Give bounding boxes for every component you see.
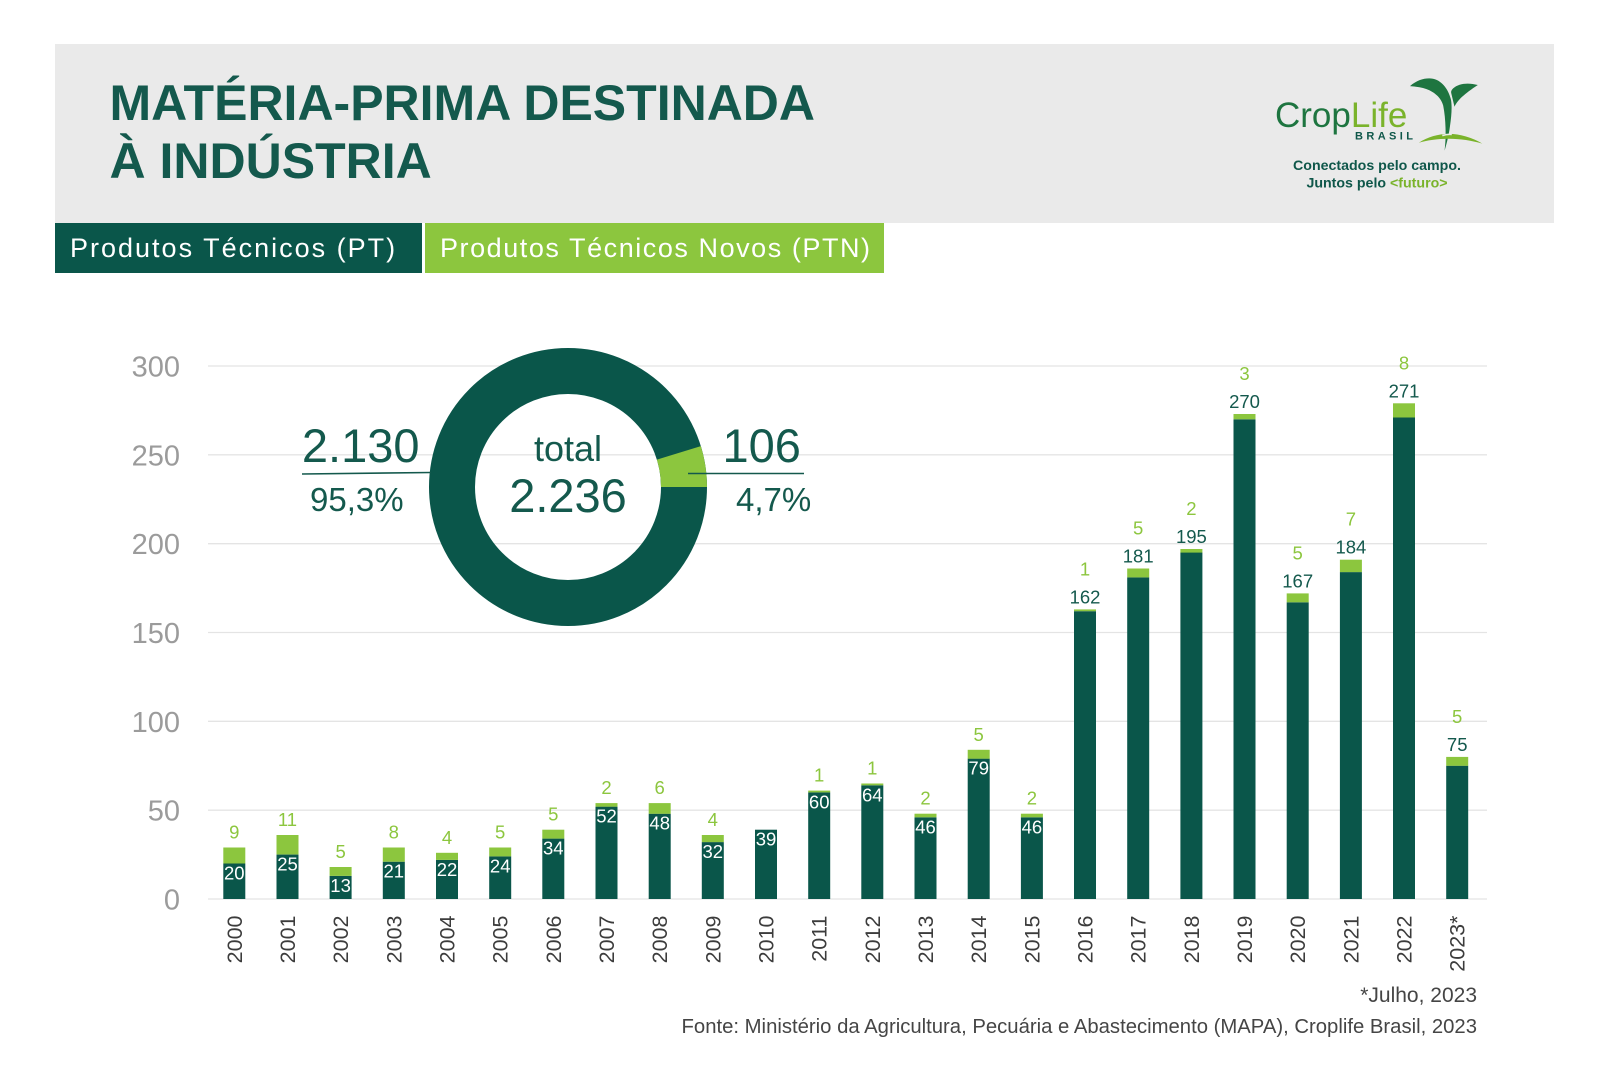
svg-text:0: 0 — [164, 885, 180, 917]
svg-text:2000: 2000 — [223, 915, 247, 963]
svg-text:2: 2 — [1186, 498, 1196, 519]
svg-text:5: 5 — [1293, 542, 1303, 563]
svg-text:2019: 2019 — [1233, 916, 1257, 964]
svg-text:11: 11 — [278, 809, 297, 830]
svg-text:2013: 2013 — [914, 915, 938, 963]
svg-text:106: 106 — [723, 419, 801, 472]
svg-text:2018: 2018 — [1180, 915, 1204, 963]
svg-text:2.236: 2.236 — [509, 469, 627, 522]
svg-text:181: 181 — [1123, 546, 1154, 567]
svg-text:5: 5 — [495, 822, 505, 843]
svg-text:3: 3 — [1239, 363, 1249, 384]
svg-text:48: 48 — [649, 813, 670, 834]
svg-text:2021: 2021 — [1339, 916, 1363, 964]
svg-text:CropLife: CropLife — [1275, 96, 1407, 135]
svg-text:2005: 2005 — [489, 915, 513, 963]
svg-text:2011: 2011 — [808, 916, 832, 962]
svg-text:5: 5 — [974, 724, 984, 745]
svg-text:4: 4 — [442, 827, 452, 848]
svg-text:46: 46 — [1022, 816, 1043, 837]
svg-text:2009: 2009 — [701, 916, 725, 964]
svg-text:2: 2 — [920, 788, 930, 809]
svg-text:300: 300 — [132, 352, 180, 384]
svg-text:5: 5 — [1452, 706, 1462, 727]
svg-text:2006: 2006 — [542, 915, 566, 963]
svg-text:2017: 2017 — [1127, 916, 1151, 964]
svg-text:24: 24 — [490, 855, 511, 876]
svg-text:13: 13 — [330, 875, 351, 896]
svg-text:271: 271 — [1389, 380, 1420, 401]
svg-text:2016: 2016 — [1074, 915, 1098, 963]
svg-text:195: 195 — [1176, 526, 1207, 547]
svg-text:MATÉRIA-PRIMA DESTINADA: MATÉRIA-PRIMA DESTINADA — [110, 75, 816, 131]
svg-text:7: 7 — [1346, 509, 1356, 530]
svg-text:1: 1 — [867, 758, 877, 779]
svg-text:2010: 2010 — [755, 915, 779, 963]
svg-text:total: total — [534, 428, 602, 469]
svg-text:2001: 2001 — [276, 916, 300, 964]
svg-text:9: 9 — [229, 822, 239, 843]
svg-text:20: 20 — [224, 863, 245, 884]
svg-text:5: 5 — [335, 841, 345, 862]
svg-text:2020: 2020 — [1286, 915, 1310, 963]
svg-text:2008: 2008 — [648, 915, 672, 963]
svg-text:2003: 2003 — [382, 915, 406, 963]
svg-text:2023*: 2023* — [1446, 915, 1470, 972]
svg-text:6: 6 — [655, 777, 665, 798]
svg-text:4,7%: 4,7% — [736, 481, 811, 518]
svg-text:Produtos Técnicos Novos (PTN): Produtos Técnicos Novos (PTN) — [440, 233, 872, 263]
svg-text:À INDÚSTRIA: À INDÚSTRIA — [110, 133, 432, 189]
svg-text:2: 2 — [1027, 788, 1037, 809]
svg-text:2.130: 2.130 — [302, 419, 420, 472]
svg-text:150: 150 — [132, 618, 180, 650]
svg-text:64: 64 — [862, 784, 883, 805]
svg-text:32: 32 — [703, 841, 724, 862]
svg-text:Conectados pelo campo.: Conectados pelo campo. — [1293, 158, 1461, 174]
svg-text:162: 162 — [1070, 586, 1101, 607]
svg-text:34: 34 — [543, 838, 564, 859]
svg-text:50: 50 — [148, 796, 180, 828]
svg-text:Juntos pelo <futuro>: Juntos pelo <futuro> — [1306, 176, 1447, 192]
svg-text:167: 167 — [1282, 570, 1313, 591]
svg-text:2015: 2015 — [1020, 915, 1044, 963]
svg-text:250: 250 — [132, 440, 180, 472]
svg-text:*Julho, 2023: *Julho, 2023 — [1360, 984, 1477, 1007]
svg-text:75: 75 — [1447, 734, 1468, 755]
svg-text:100: 100 — [132, 707, 180, 739]
svg-text:5: 5 — [1133, 518, 1143, 539]
svg-text:60: 60 — [809, 791, 830, 812]
svg-text:2014: 2014 — [967, 915, 991, 963]
svg-text:2012: 2012 — [861, 916, 885, 964]
svg-text:1: 1 — [1080, 558, 1090, 579]
svg-text:5: 5 — [548, 804, 558, 825]
svg-text:2004: 2004 — [436, 915, 460, 963]
svg-text:46: 46 — [915, 816, 936, 837]
svg-text:95,3%: 95,3% — [310, 481, 404, 518]
svg-text:Produtos Técnicos (PT): Produtos Técnicos (PT) — [70, 233, 397, 263]
svg-text:200: 200 — [132, 529, 180, 561]
svg-text:4: 4 — [708, 809, 718, 830]
svg-text:79: 79 — [968, 758, 989, 779]
svg-text:22: 22 — [437, 859, 458, 880]
svg-text:8: 8 — [389, 822, 399, 843]
svg-text:2: 2 — [601, 777, 611, 798]
svg-text:Fonte: Ministério da Agricultu: Fonte: Ministério da Agricultura, Pecuár… — [682, 1016, 1477, 1038]
svg-text:2022: 2022 — [1393, 916, 1417, 964]
svg-text:39: 39 — [756, 829, 777, 850]
svg-text:52: 52 — [596, 806, 617, 827]
svg-text:25: 25 — [277, 854, 298, 875]
svg-text:184: 184 — [1335, 537, 1366, 558]
svg-text:21: 21 — [384, 861, 405, 882]
svg-text:BRASIL: BRASIL — [1355, 131, 1416, 143]
svg-text:2002: 2002 — [329, 916, 353, 964]
svg-text:2007: 2007 — [595, 916, 619, 964]
svg-text:1: 1 — [814, 765, 824, 786]
svg-text:8: 8 — [1399, 352, 1409, 373]
svg-text:270: 270 — [1229, 391, 1260, 412]
